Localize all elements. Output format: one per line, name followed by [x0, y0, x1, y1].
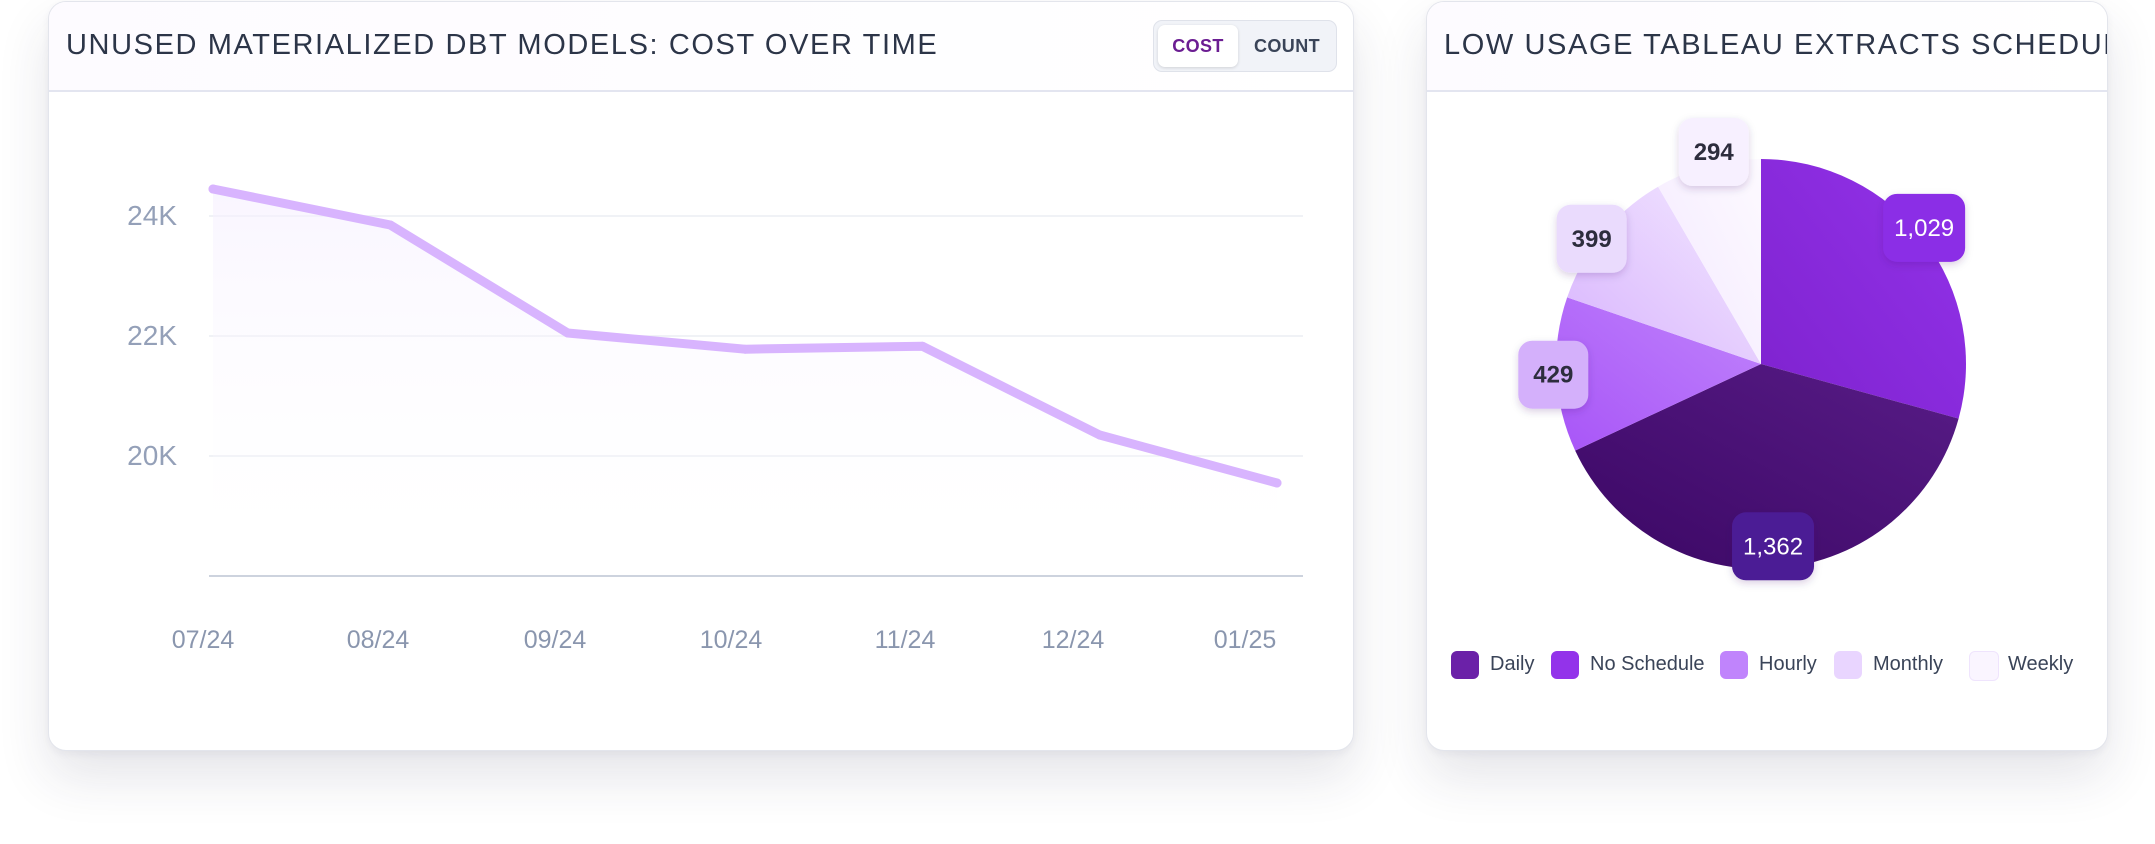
slice-label-box	[1732, 512, 1815, 581]
x-tick-label: 11/24	[875, 626, 936, 654]
data-point[interactable]	[1272, 478, 1282, 488]
data-point[interactable]	[1095, 430, 1105, 440]
slice-value-label: 1,029	[1894, 215, 1954, 242]
legend-swatch	[1969, 651, 1999, 681]
slice-value-label: 429	[1533, 362, 1573, 389]
card-header: LOW USAGE TABLEAU EXTRACTS SCHEDULE	[1427, 2, 2107, 92]
card-header: UNUSED MATERIALIZED DBT MODELS: COST OVE…	[49, 2, 1353, 92]
legend-label: Monthly	[1873, 653, 1944, 675]
slice-value-label: 1,362	[1743, 533, 1803, 560]
count-toggle-button[interactable]: COUNT	[1254, 36, 1320, 56]
x-tick-label: 01/25	[1214, 626, 1277, 654]
x-tick-label: 09/24	[524, 626, 587, 654]
pie-slice-no-schedule[interactable]	[1761, 159, 1966, 419]
slice-value-label: 399	[1572, 226, 1612, 253]
pie-chart: 1,029 1,362 429 399 294	[1518, 118, 1966, 581]
slice-label-box	[1518, 340, 1589, 409]
series-area	[213, 189, 1277, 576]
y-tick-label: 20K	[127, 440, 177, 471]
pie-slice-daily[interactable]	[1575, 364, 1959, 569]
data-point[interactable]	[917, 341, 927, 351]
pie-chart-title: LOW USAGE TABLEAU EXTRACTS SCHEDULE	[1444, 29, 2108, 61]
data-point[interactable]	[740, 344, 750, 354]
data-point[interactable]	[563, 328, 573, 338]
y-tick-label: 24K	[127, 200, 177, 231]
data-point[interactable]	[385, 220, 395, 230]
pie-slice-hourly[interactable]	[1556, 297, 1761, 451]
x-tick-label: 07/24	[172, 626, 235, 654]
slice-label-box	[1556, 204, 1627, 273]
data-point[interactable]	[208, 184, 218, 194]
extract-schedule-card: LOW USAGE TABLEAU EXTRACTS SCHEDULE 1,02…	[1426, 1, 2108, 751]
legend-label: Weekly	[2008, 653, 2074, 675]
legend-swatch	[1451, 651, 1479, 679]
cost-toggle-button[interactable]: COST	[1158, 25, 1238, 67]
legend-label: Hourly	[1759, 653, 1817, 675]
line-chart: 24K 22K 20K 07/24 08/24 09/24 10/24 11/24 12/24 0…	[127, 184, 1303, 654]
legend-label: No Schedule	[1590, 653, 1705, 675]
x-tick-label: 12/24	[1042, 626, 1105, 654]
x-tick-label: 08/24	[347, 626, 410, 654]
line-chart-title: UNUSED MATERIALIZED DBT MODELS: COST OVE…	[66, 29, 939, 61]
y-tick-label: 22K	[127, 320, 177, 351]
pie-slice-weekly[interactable]	[1658, 159, 1761, 364]
legend-swatch	[1551, 651, 1579, 679]
x-tick-label: 10/24	[700, 626, 763, 654]
legend-swatch	[1834, 651, 1862, 679]
slice-label-box	[1678, 118, 1749, 187]
legend-label: Daily	[1490, 653, 1535, 675]
cost-count-toggle: COST COUNT	[1153, 20, 1337, 72]
cost-over-time-card: UNUSED MATERIALIZED DBT MODELS: COST OVE…	[48, 1, 1354, 751]
slice-label-box	[1883, 193, 1966, 262]
legend-swatch	[1720, 651, 1748, 679]
slice-value-label: 294	[1694, 139, 1735, 166]
